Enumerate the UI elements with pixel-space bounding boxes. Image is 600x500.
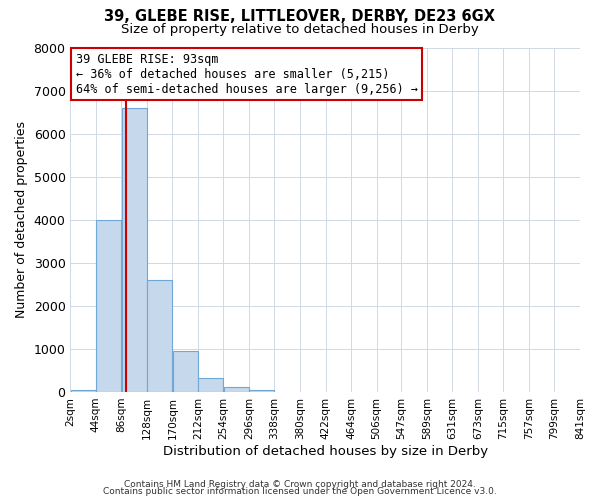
Text: Size of property relative to detached houses in Derby: Size of property relative to detached ho… (121, 22, 479, 36)
Text: Contains public sector information licensed under the Open Government Licence v3: Contains public sector information licen… (103, 488, 497, 496)
Bar (96, 220, 121, 392)
Bar (198, 378, 223, 392)
Text: Contains HM Land Registry data © Crown copyright and database right 2024.: Contains HM Land Registry data © Crown c… (124, 480, 476, 489)
Bar (224, 387, 248, 392)
X-axis label: Distribution of detached houses by size in Derby: Distribution of detached houses by size … (163, 444, 488, 458)
Bar (122, 108, 146, 392)
Text: 39 GLEBE RISE: 93sqm
← 36% of detached houses are smaller (5,215)
64% of semi-de: 39 GLEBE RISE: 93sqm ← 36% of detached h… (76, 52, 418, 96)
Bar (147, 280, 172, 392)
Bar (71, 390, 95, 392)
Y-axis label: Number of detached properties: Number of detached properties (15, 121, 28, 318)
Bar (173, 350, 197, 392)
Text: 39, GLEBE RISE, LITTLEOVER, DERBY, DE23 6GX: 39, GLEBE RISE, LITTLEOVER, DERBY, DE23 … (104, 9, 496, 24)
Bar (249, 390, 274, 392)
